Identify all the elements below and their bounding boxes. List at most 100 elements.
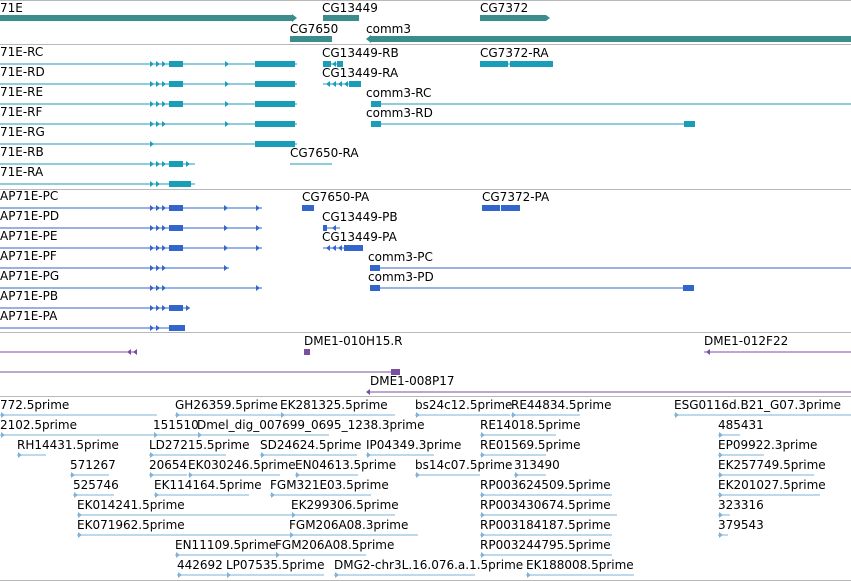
est-marker[interactable] <box>74 492 78 498</box>
protein-exon[interactable] <box>302 205 314 211</box>
protein-exon-marker[interactable] <box>224 245 228 251</box>
protein-exon[interactable] <box>344 245 363 251</box>
clone-end-marker[interactable] <box>133 349 137 355</box>
transcript-exon-marker[interactable] <box>156 81 160 87</box>
transcript-exon-marker[interactable] <box>186 161 190 167</box>
transcript-exon-marker[interactable] <box>332 61 336 67</box>
protein-exon-marker[interactable] <box>162 305 166 311</box>
transcript-exon[interactable] <box>371 101 381 107</box>
gene-glyph[interactable] <box>290 36 332 42</box>
protein-exon-marker[interactable] <box>150 325 154 331</box>
est-marker[interactable] <box>335 572 339 578</box>
est-marker[interactable] <box>176 412 180 418</box>
protein-exon-marker[interactable] <box>156 265 160 271</box>
transcript-exon[interactable] <box>169 61 183 67</box>
protein-exon[interactable] <box>169 245 183 251</box>
protein-exon-marker[interactable] <box>326 245 330 251</box>
clone-end[interactable] <box>391 369 400 375</box>
est-marker[interactable] <box>367 452 371 458</box>
protein-exon[interactable] <box>683 285 694 291</box>
protein-exon-marker[interactable] <box>224 205 228 211</box>
protein-exon-marker[interactable] <box>156 285 160 291</box>
protein-exon-marker[interactable] <box>256 245 260 251</box>
transcript-exon-marker[interactable] <box>225 81 229 87</box>
transcript-exon[interactable] <box>684 121 695 127</box>
transcript-exon[interactable] <box>255 121 295 127</box>
est-marker[interactable] <box>292 512 296 518</box>
est-marker[interactable] <box>281 412 285 418</box>
est-marker[interactable] <box>71 472 75 478</box>
transcript-exon[interactable] <box>169 81 183 87</box>
protein-exon-marker[interactable] <box>186 305 190 311</box>
transcript-exon[interactable] <box>323 61 331 67</box>
protein-exon[interactable] <box>323 225 327 231</box>
transcript-exon-marker[interactable] <box>150 181 154 187</box>
est-marker[interactable] <box>416 412 420 418</box>
est-marker[interactable] <box>150 472 154 478</box>
transcript-exon-marker[interactable] <box>162 61 166 67</box>
gene-glyph-arrow[interactable] <box>292 14 297 22</box>
transcript-exon-marker[interactable] <box>156 101 160 107</box>
est-marker[interactable] <box>481 512 485 518</box>
protein-exon[interactable] <box>482 205 500 211</box>
protein-exon[interactable] <box>501 205 520 211</box>
est-marker[interactable] <box>178 572 182 578</box>
est-marker[interactable] <box>290 532 294 538</box>
protein-exon-marker[interactable] <box>156 305 160 311</box>
protein-exon-marker[interactable] <box>150 265 154 271</box>
transcript-exon-marker[interactable] <box>225 101 229 107</box>
protein-exon-marker[interactable] <box>150 285 154 291</box>
transcript-exon[interactable] <box>169 161 183 167</box>
est-marker[interactable] <box>481 452 485 458</box>
est-marker[interactable] <box>154 432 158 438</box>
clone-end-marker[interactable] <box>127 349 131 355</box>
transcript-exon-marker[interactable] <box>150 81 154 87</box>
protein-exon-marker[interactable] <box>256 225 260 231</box>
transcript-exon-marker[interactable] <box>156 161 160 167</box>
transcript-exon[interactable] <box>255 141 295 147</box>
protein-exon-marker[interactable] <box>162 245 166 251</box>
transcript-exon-marker[interactable] <box>326 81 330 87</box>
transcript-exon-marker[interactable] <box>156 121 160 127</box>
est-marker[interactable] <box>198 432 202 438</box>
est-marker[interactable] <box>78 532 82 538</box>
gene-glyph[interactable] <box>0 15 292 21</box>
est-marker[interactable] <box>18 452 22 458</box>
transcript-exon-marker[interactable] <box>162 161 166 167</box>
protein-exon-marker[interactable] <box>156 225 160 231</box>
protein-exon[interactable] <box>169 325 185 331</box>
transcript-exon[interactable] <box>371 121 381 127</box>
est-marker[interactable] <box>1 432 5 438</box>
transcript-exon-marker[interactable] <box>162 101 166 107</box>
est-marker[interactable] <box>481 532 485 538</box>
transcript-exon[interactable] <box>480 61 508 67</box>
protein-exon[interactable] <box>370 265 380 271</box>
protein-exon[interactable] <box>169 205 183 211</box>
protein-exon-marker[interactable] <box>162 285 166 291</box>
protein-exon-marker[interactable] <box>332 225 336 231</box>
est-marker[interactable] <box>150 452 154 458</box>
protein-exon-marker[interactable] <box>162 205 166 211</box>
est-marker[interactable] <box>481 552 485 558</box>
transcript-exon[interactable] <box>255 61 295 67</box>
clone-end[interactable] <box>304 349 310 355</box>
transcript-exon-marker[interactable] <box>150 141 154 147</box>
transcript-exon-marker[interactable] <box>162 121 166 127</box>
est-marker[interactable] <box>512 412 516 418</box>
est-marker[interactable] <box>719 472 723 478</box>
protein-exon-marker[interactable] <box>162 265 166 271</box>
protein-exon-marker[interactable] <box>150 245 154 251</box>
est-marker[interactable] <box>416 472 420 478</box>
protein-exon-marker[interactable] <box>224 225 228 231</box>
gene-glyph-arrow[interactable] <box>366 35 371 43</box>
est-marker[interactable] <box>189 472 193 478</box>
clone-end-marker[interactable] <box>366 389 370 395</box>
est-marker[interactable] <box>719 432 723 438</box>
est-marker[interactable] <box>481 432 485 438</box>
est-marker[interactable] <box>675 412 679 418</box>
transcript-exon-marker[interactable] <box>156 181 160 187</box>
protein-exon-marker[interactable] <box>156 245 160 251</box>
protein-exon-marker[interactable] <box>156 325 160 331</box>
transcript-exon-marker[interactable] <box>332 81 336 87</box>
transcript-exon-marker[interactable] <box>150 161 154 167</box>
